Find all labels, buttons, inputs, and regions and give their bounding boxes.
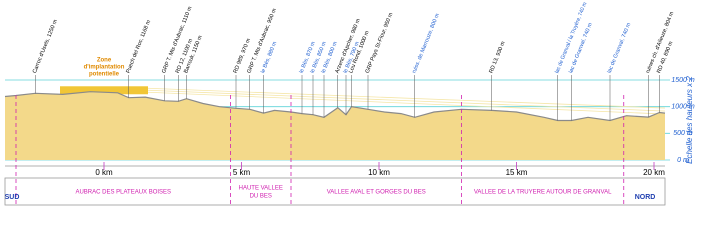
x-tick-label: 0 km [95,168,113,177]
region-strip [4,177,666,206]
x-tick-label: 5 km [233,168,251,177]
sight-line [147,89,666,112]
x-tick-label: 20 km [643,168,665,177]
sight-line [147,87,666,109]
region-label: HAUTE VALLEE [239,186,283,192]
x-tick-label: 10 km [368,168,390,177]
y-tick-label: 0 m [677,157,689,164]
y-tick-label: 1000 m [671,104,695,111]
zone-label: Zone [97,58,112,64]
y-tick-label: 500 m [673,130,693,137]
terrain-area [5,91,665,160]
sight-line [147,91,666,115]
chart: Echelle des hauteurs x 2 0 m 500 m 1000 m 1… [4,1,695,206]
region-label: VALLEE DE LA TRUYERE AUTOUR DE GRANVAL [474,190,612,196]
y-tick-label: 1500 m [671,77,695,84]
zone-label: potentielle [89,72,120,78]
region-label: VALLEE AVAL ET GORGES DU BES [327,190,426,196]
zone-band [60,86,148,95]
north-label: NORD [635,194,656,201]
zone-label: d'implantation [84,65,125,71]
x-tick-label: 15 km [506,168,528,177]
y2-axis-title: Echelle des hauteurs x 2 [685,76,694,164]
region-label: DU BES [250,194,272,200]
south-label: SUD [5,194,20,201]
region-label: AUBRAC DES PLATEAUX BOISES [75,190,171,196]
